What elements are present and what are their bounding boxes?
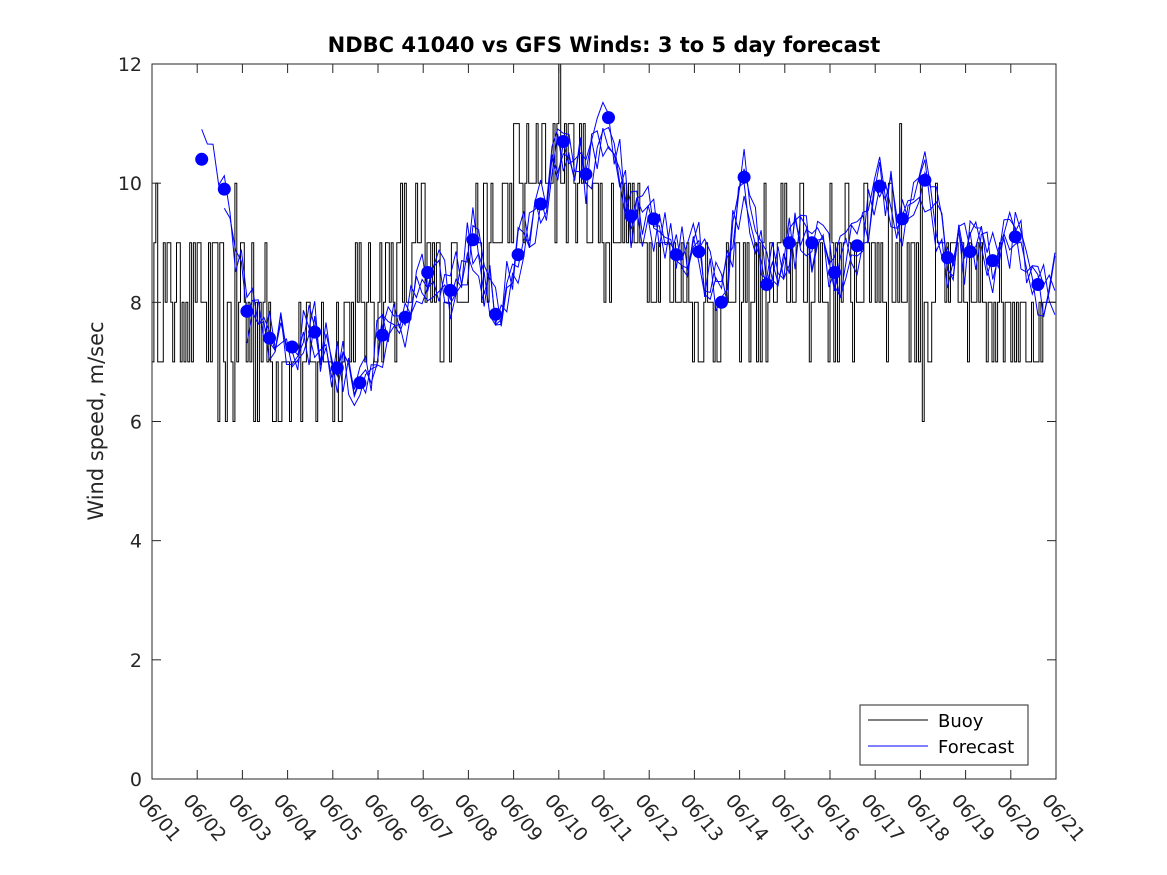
forecast-point [895,212,909,226]
forecast-point [805,236,819,250]
x-tick-label: 06/10 [540,790,592,846]
forecast-point [850,239,864,253]
forecast-point [760,278,774,291]
x-tick-label: 06/09 [495,790,547,846]
forecast-point [263,331,276,345]
x-tick-label: 06/11 [585,790,637,846]
x-tick-label: 06/13 [676,790,728,846]
forecast-point [466,233,480,247]
forecast-point [376,328,389,342]
x-tick-label: 06/04 [269,790,321,846]
forecast-line-2 [223,127,1056,396]
x-tick-label: 06/03 [224,790,276,846]
forecast-series [201,101,1056,407]
forecast-point [330,361,344,375]
x-tick-label: 06/08 [450,790,502,846]
x-tick-label: 06/14 [721,790,773,846]
forecast-point [398,310,412,324]
buoy-series [152,63,1056,422]
forecast-point [489,307,502,321]
forecast-point [1031,278,1045,291]
forecast-point [715,295,728,309]
forecast-point [941,251,954,265]
forecast-point [511,248,525,262]
y-tick-label: 10 [118,173,142,195]
forecast-point [285,340,299,354]
y-tick-label: 4 [130,531,142,553]
forecast-point [692,245,706,259]
forecast-point [963,245,977,259]
forecast-point [647,212,661,226]
x-tick-label: 06/01 [133,790,185,846]
x-tick-label: 06/19 [947,790,999,846]
y-tick-label: 0 [130,769,142,791]
forecast-point [353,376,367,390]
x-tick-label: 06/16 [811,790,863,846]
forecast-point [602,111,615,125]
x-tick-label: 06/15 [766,790,818,846]
y-tick-label: 2 [130,650,142,672]
forecast-point [986,254,1000,268]
y-tick-label: 6 [130,412,142,434]
forecast-point [556,135,570,148]
forecast-point [534,197,548,211]
forecast-point [828,266,841,279]
x-tick-label: 06/17 [856,790,908,846]
x-tick-label: 06/02 [178,790,230,846]
forecast-line-1 [201,101,1056,407]
x-tick-label: 06/05 [314,790,366,846]
x-tick-label: 06/07 [404,790,456,846]
x-tick-label: 06/20 [992,790,1044,846]
x-tick-label: 06/21 [1037,790,1089,846]
forecast-point [195,152,209,166]
legend-label-buoy: Buoy [938,711,984,732]
forecast-point [782,236,796,250]
forecast-point [669,248,683,262]
forecast-point [240,304,254,318]
forecast-markers [195,111,1045,390]
x-tick-label: 06/18 [902,790,954,846]
forecast-point [308,325,322,339]
forecast-point [624,209,638,223]
y-axis-label: Wind speed, m/sec [84,321,108,520]
forecast-point [443,283,457,297]
forecast-point [217,182,231,196]
chart-title: NDBC 41040 vs GFS Winds: 3 to 5 day fore… [328,33,881,57]
buoy-line [152,63,1056,422]
legend: Buoy Forecast [859,704,1029,766]
forecast-point [421,266,435,279]
forecast-point [737,170,751,184]
x-tick-label: 06/12 [630,790,682,846]
x-tick-label: 06/06 [359,790,411,846]
y-tick-label: 8 [130,292,142,314]
legend-box [859,704,1029,766]
forecast-point [873,179,887,193]
legend-label-forecast: Forecast [938,737,1014,758]
forecast-point [579,167,593,181]
forecast-point [1008,230,1022,244]
y-tick-label: 12 [118,54,142,76]
forecast-line-3 [246,126,1056,392]
forecast-point [918,173,932,187]
